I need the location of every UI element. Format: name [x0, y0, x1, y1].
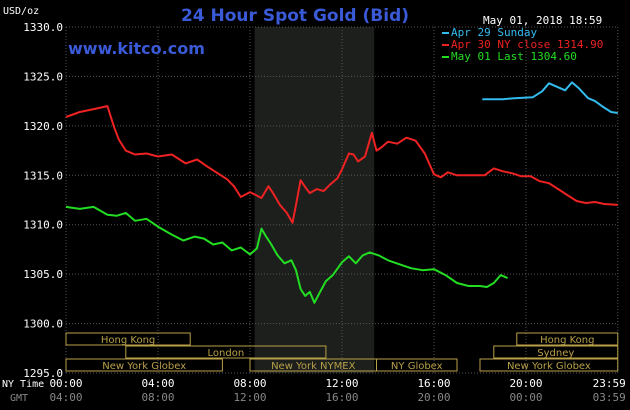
- session-box: [493, 345, 619, 359]
- y-tick-label: 1300.0: [23, 318, 63, 331]
- y-unit-label: USD/oz: [3, 6, 39, 17]
- session-box: [125, 345, 327, 359]
- session-label: New York NYMEX: [271, 361, 356, 372]
- session-box: [516, 332, 619, 346]
- x-tick-label-gmt: 03:59: [593, 391, 626, 404]
- y-tick-label: 1305.0: [23, 268, 63, 281]
- y-tick-label: 1330.0: [23, 21, 63, 34]
- session-label: Hong Kong: [540, 335, 594, 346]
- y-tick-label: 1295.0: [23, 367, 63, 380]
- session-box: [479, 358, 619, 372]
- legend-entry: May 01 Last 1304.60: [451, 50, 577, 63]
- x-tick-label-gmt: 08:00: [141, 391, 174, 404]
- session-label: Hong Kong: [101, 335, 155, 346]
- session-box: [65, 332, 191, 346]
- session-label: New York Globex: [507, 361, 591, 372]
- x-tick-label-ny: 04:00: [141, 377, 174, 390]
- x-tick-label-ny: 20:00: [509, 377, 542, 390]
- x-tick-label-ny: 16:00: [417, 377, 450, 390]
- chart-subtitle-url: www.kitco.com: [68, 39, 205, 58]
- y-tick-label: 1310.0: [23, 219, 63, 232]
- x-axis-ticks: 00:0004:0004:0008:0008:0012:0012:0016:00…: [49, 377, 625, 404]
- y-tick-label: 1325.0: [23, 70, 63, 83]
- x-tick-label-gmt: 04:00: [49, 391, 82, 404]
- session-box: [376, 358, 458, 372]
- x-tick-label-ny: 00:00: [49, 377, 82, 390]
- x-tick-label-ny: 08:00: [233, 377, 266, 390]
- x-axis-label-ny: NY Time: [2, 379, 44, 390]
- y-tick-label: 1320.0: [23, 120, 63, 133]
- y-axis-ticks: 1330.0 1325.0 1320.0 1315.0 1310.0 1305.0 1300…: [23, 21, 63, 380]
- series-line-2: [65, 205, 508, 304]
- legend-entry: Apr 29 Sunday: [451, 26, 537, 39]
- session-label: Sydney: [537, 348, 574, 359]
- session-label: New York Globex: [102, 361, 186, 372]
- y-tick-label: 1315.0: [23, 169, 63, 182]
- chart-title: 24 Hour Spot Gold (Bid): [181, 6, 409, 26]
- session-box: [65, 358, 223, 372]
- x-tick-label-gmt: 16:00: [325, 391, 358, 404]
- x-tick-label-ny: 23:59: [593, 377, 626, 390]
- x-tick-label-gmt: 00:00: [509, 391, 542, 404]
- x-tick-label-ny: 12:00: [325, 377, 358, 390]
- x-tick-label-gmt: 12:00: [233, 391, 266, 404]
- chart-timestamp: May 01, 2018 18:59: [483, 14, 602, 27]
- grid-lines: [65, 26, 619, 374]
- series-line-0: [482, 81, 618, 114]
- trading-sessions: Hong Kong Hong Kong London Sydney New York G…: [65, 332, 619, 372]
- legend-entry: Apr 30 NY close 1314.90: [451, 38, 603, 51]
- x-axis-label-gmt: GMT: [10, 393, 28, 404]
- series-line-1: [65, 105, 618, 224]
- price-series: [65, 81, 618, 304]
- x-tick-label-gmt: 20:00: [417, 391, 450, 404]
- nymex-shaded-region: [254, 27, 375, 373]
- session-label: London: [208, 348, 245, 359]
- session-label: NY Globex: [391, 361, 443, 372]
